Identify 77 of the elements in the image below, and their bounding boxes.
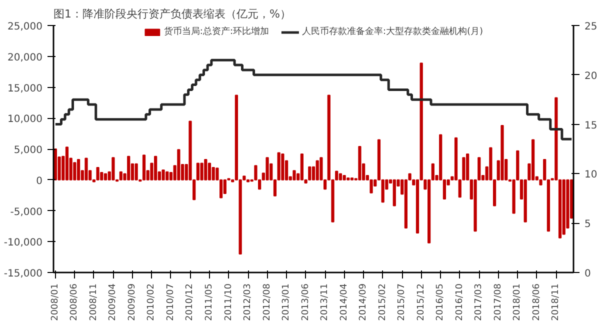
x-tick-label: 2008/06 [70,283,80,321]
y2-tick-label: 10 [584,170,598,181]
x-tick-label: 2008/01 [50,284,60,321]
y-tick-label: 0 [36,176,43,187]
bar [392,179,396,206]
x-tick-label: 2012/08 [262,283,272,321]
bar [166,171,169,180]
bar [300,153,304,180]
y-tick-label: -10,000 [4,238,43,249]
chart-title: 图1：降准阶段央行资产负债表缩表（亿元，%） [54,8,291,20]
x-tick-label: 2015/02 [378,284,388,321]
x-tick-label: 2014/09 [358,283,369,321]
bar [342,175,346,180]
x-tick-label: 2015/07 [397,284,408,321]
x-tick-label: 2017/08 [493,283,504,321]
x-tick-label: 2011/10 [224,283,234,321]
bar [104,173,108,180]
x-tick-label: 2018/06 [532,283,542,321]
bar [358,146,362,180]
y-tick-label: 15,000 [8,83,43,94]
bar [338,173,342,180]
x-tick-label: 2018/01 [512,284,523,321]
y2-tick-label: 0 [584,268,591,280]
x-tick-label: 2013/11 [320,284,330,321]
x-tick-label: 2017/03 [474,284,484,321]
y-tick-label: 10,000 [8,114,43,126]
x-tick-label: 2010/07 [166,284,176,321]
x-tick-label: 2013/06 [300,283,311,321]
bar [200,162,204,180]
y2-tick-label: 20 [584,70,598,82]
bar [84,158,88,180]
y-tick-label: 25,000 [8,22,43,32]
bar [177,149,180,180]
bar [73,162,76,180]
x-tick-label: 2018/11 [551,284,562,321]
bar [154,156,158,180]
bar [142,154,146,180]
y-tick-label: -15,000 [4,268,43,280]
bar [500,125,504,180]
bar [65,146,69,180]
bar [119,171,122,180]
bar [96,167,100,180]
y-tick-label: 20,000 [8,52,43,64]
y2-tick-label: 25 [584,22,598,32]
bar [316,160,319,180]
bar [370,179,373,194]
bar [281,153,284,180]
bar [162,169,165,180]
bar [562,179,566,235]
bar [127,156,130,180]
x-tick-label: 2010/12 [185,284,196,321]
x-tick-label: 2009/09 [127,283,138,321]
bar [204,158,208,180]
x-tick-label: 2014/04 [339,283,350,321]
bar [112,157,115,180]
x-tick-label: 2012/03 [243,284,254,321]
x-tick-label: 2010/02 [146,284,157,321]
y2-tick-label: 5 [584,219,591,230]
x-tick-label: 2013/01 [282,284,292,321]
x-tick-label: 2008/11 [88,284,99,321]
x-tick-label: 2009/04 [108,283,118,321]
legend-label: 人民币存款准备金率:大型存款类金融机构(月) [302,26,484,38]
bar [208,162,212,180]
x-tick-label: 2015/12 [416,284,426,321]
y2-tick-label: 15 [584,120,598,132]
bar [531,139,535,180]
bar [292,170,296,180]
legend-label: 货币当局:总资产:环比增加 [164,26,270,38]
y-tick-label: 5,000 [14,145,43,156]
bar [134,163,138,180]
bar [308,166,312,180]
x-tick-label: 2011/05 [204,284,214,321]
bar [266,157,269,180]
y-tick-label: -5,000 [10,206,43,218]
x-tick-label: 2016/10 [454,283,465,321]
bar [76,158,80,180]
x-tick-label: 2016/05 [436,284,446,321]
